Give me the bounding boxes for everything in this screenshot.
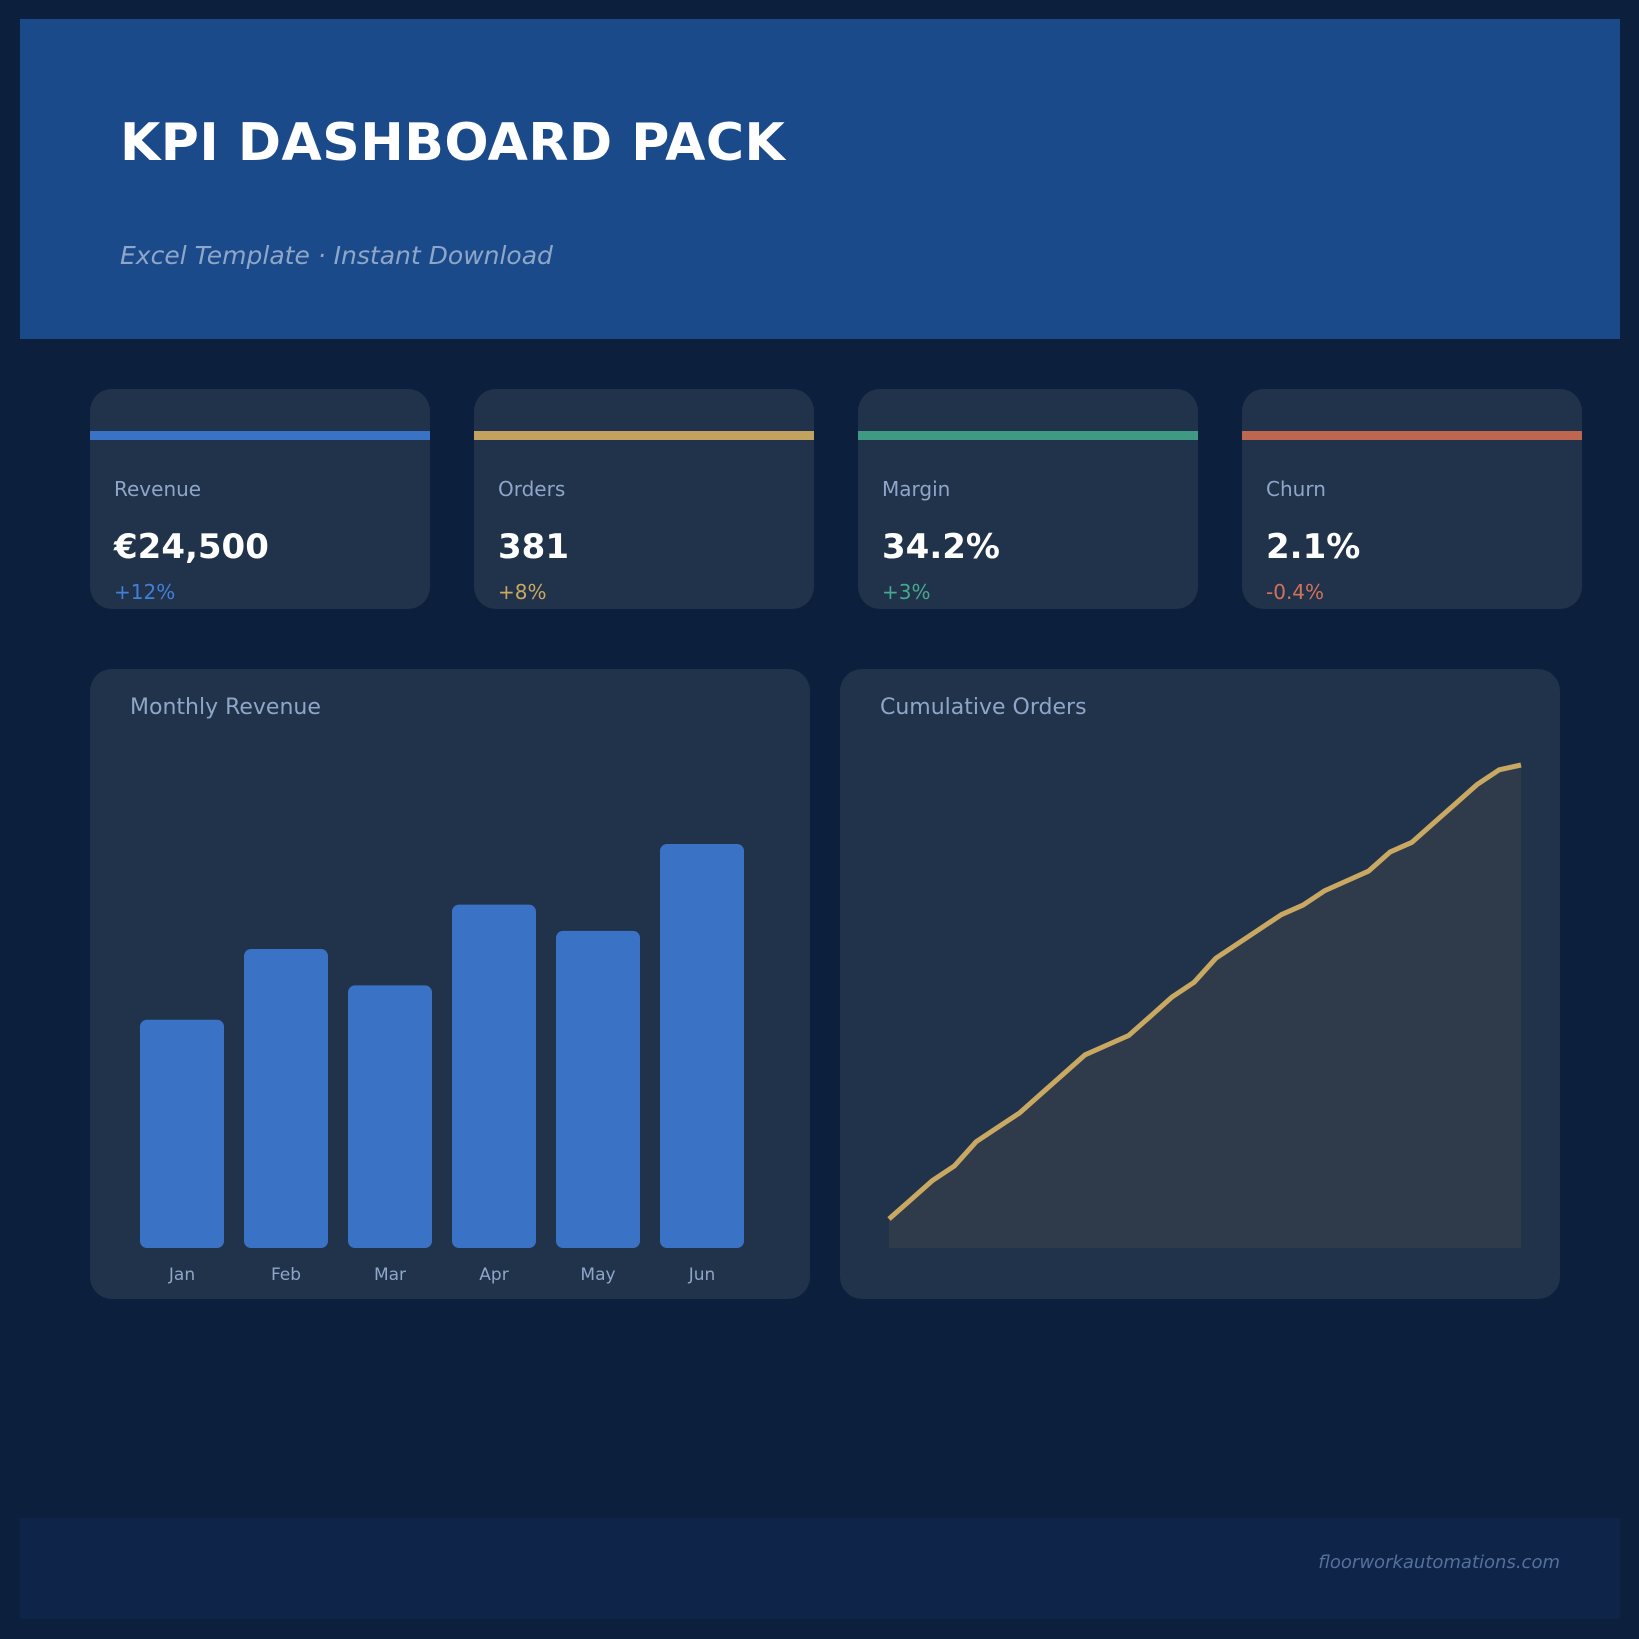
footer-website-link[interactable]: floorworkautomations.com	[1318, 1552, 1560, 1573]
x-tick-label: Jun	[688, 1265, 716, 1285]
kpi-delta: +8%	[498, 580, 547, 604]
cumulative-orders-title: Cumulative Orders	[880, 695, 1087, 720]
bar-may	[556, 930, 640, 1248]
bar-jun	[660, 844, 744, 1248]
page-title: KPI DASHBOARD PACK	[120, 113, 786, 173]
monthly-revenue-panel: Jan Feb Mar Apr May Jun Monthly Revenue	[90, 669, 810, 1299]
kpi-label: Revenue	[114, 477, 202, 501]
kpi-value: 381	[498, 527, 569, 567]
bar-mar	[348, 985, 432, 1248]
monthly-revenue-title: Monthly Revenue	[130, 695, 321, 720]
monthly-revenue-chart: Jan Feb Mar Apr May Jun	[140, 844, 744, 1285]
bar-jan	[140, 1019, 224, 1248]
kpi-value: 2.1%	[1266, 527, 1361, 567]
footer-bar: floorworkautomations.com	[20, 1518, 1620, 1619]
kpi-card-orders: Orders 381 +8%	[474, 389, 814, 609]
kpi-value: €24,500	[114, 527, 269, 567]
kpi-accent-bar	[1242, 431, 1582, 440]
header-banner: KPI DASHBOARD PACK Excel Template · Inst…	[20, 19, 1620, 339]
kpi-accent-bar	[474, 431, 814, 440]
orders-area-fill	[889, 765, 1521, 1248]
x-tick-label: Jan	[168, 1265, 195, 1285]
orders-line	[887, 762, 1522, 1221]
bar-feb	[244, 949, 328, 1248]
kpi-card-margin: Margin 34.2% +3%	[858, 389, 1198, 609]
kpi-label: Orders	[498, 477, 566, 501]
x-tick-label: Apr	[479, 1265, 508, 1285]
kpi-delta: +12%	[114, 580, 176, 604]
x-tick-label: May	[580, 1265, 615, 1285]
kpi-accent-bar	[90, 431, 430, 440]
kpi-value: 34.2%	[882, 527, 1000, 567]
bar-apr	[452, 904, 536, 1248]
x-tick-label: Mar	[374, 1265, 406, 1285]
kpi-accent-bar	[858, 431, 1198, 440]
x-tick-label: Feb	[271, 1265, 301, 1285]
kpi-label: Margin	[882, 477, 951, 501]
kpi-card-churn: Churn 2.1% -0.4%	[1242, 389, 1582, 609]
kpi-delta: +3%	[882, 580, 931, 604]
kpi-delta: -0.4%	[1266, 580, 1325, 604]
cumulative-orders-chart	[887, 762, 1522, 1248]
page-subtitle: Excel Template · Instant Download	[120, 241, 553, 270]
cumulative-orders-panel: Cumulative Orders	[840, 669, 1560, 1299]
kpi-label: Churn	[1266, 477, 1326, 501]
kpi-card-revenue: Revenue €24,500 +12%	[90, 389, 430, 609]
